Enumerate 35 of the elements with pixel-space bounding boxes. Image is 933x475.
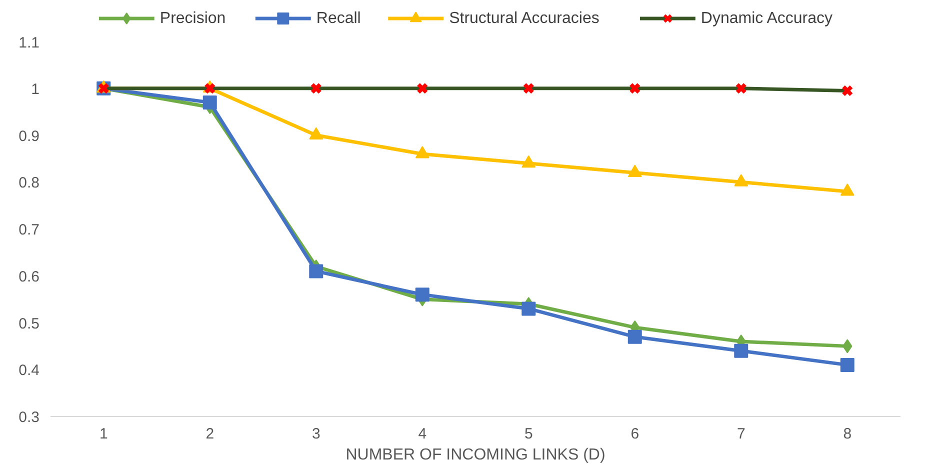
x-tick-label: 1 bbox=[99, 426, 108, 442]
point bbox=[734, 344, 748, 358]
y-tick-label: 1 bbox=[31, 80, 40, 98]
legend-label: Structural Accuracies bbox=[449, 10, 600, 27]
x-tick-label: 4 bbox=[418, 426, 427, 442]
y-tick-label: 0.6 bbox=[18, 268, 40, 286]
y-tick-label: 0.3 bbox=[18, 409, 40, 426]
y-tick-label: 0.7 bbox=[18, 222, 40, 238]
point bbox=[522, 302, 536, 316]
y-tick-label: 0.5 bbox=[18, 315, 40, 332]
legend-label: Dynamic Accuracy bbox=[700, 10, 833, 27]
y-tick-label: 0.4 bbox=[18, 362, 40, 380]
legend-label: Precision bbox=[160, 10, 226, 27]
point bbox=[310, 82, 322, 94]
point bbox=[202, 95, 217, 110]
y-tick-label: 0.9 bbox=[18, 128, 40, 145]
point bbox=[841, 84, 854, 97]
point bbox=[628, 330, 642, 344]
x-axis-title: NUMBER OF INCOMING LINKS (D) bbox=[346, 446, 606, 464]
point bbox=[735, 82, 748, 94]
y-tick-label: 0.8 bbox=[18, 174, 40, 192]
point bbox=[840, 358, 854, 372]
point bbox=[522, 82, 535, 94]
point bbox=[628, 82, 641, 94]
legend-label: Recall bbox=[316, 10, 361, 27]
x-tick-label: 5 bbox=[524, 426, 533, 442]
point bbox=[309, 264, 324, 278]
x-tick-label: 2 bbox=[206, 426, 214, 442]
point bbox=[415, 288, 430, 302]
x-tick-label: 3 bbox=[312, 426, 320, 442]
x-tick-label: 8 bbox=[843, 426, 852, 442]
point bbox=[416, 82, 428, 94]
x-tick-label: 6 bbox=[630, 426, 640, 442]
x-tick-label: 7 bbox=[736, 426, 746, 442]
y-tick-label: 1.1 bbox=[18, 34, 40, 52]
